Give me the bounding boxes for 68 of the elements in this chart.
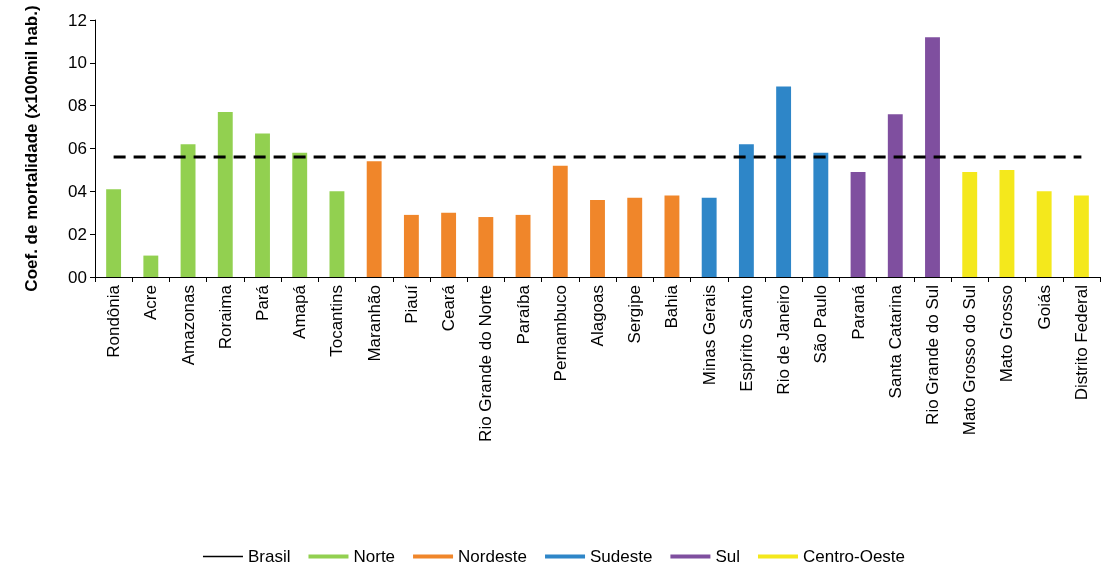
bar: [999, 169, 1015, 277]
bar: [887, 114, 903, 277]
x-tick-label: Minas Gerais: [699, 285, 719, 386]
x-tick-label: Amazonas: [178, 285, 198, 366]
bar: [255, 133, 270, 277]
bar: [590, 199, 605, 277]
x-tick-label: Maranhão: [364, 285, 384, 362]
y-tick-label: 06: [68, 139, 87, 158]
y-tick-label: 12: [68, 10, 87, 30]
x-tick-label: Pará: [253, 284, 272, 321]
bar: [180, 144, 196, 277]
x-tick-label: Distrito Federal: [1071, 285, 1091, 401]
bar: [627, 197, 643, 277]
x-tick-label: Goiás: [1034, 285, 1054, 330]
x-tick-label: Santa Catarina: [885, 284, 905, 399]
legend-label: Sudeste: [590, 547, 653, 566]
bar: [403, 214, 419, 277]
x-tick-label: Paraíba: [513, 284, 533, 345]
bar: [441, 212, 457, 277]
x-tick-label: Piauí: [401, 284, 421, 324]
x-tick-label: Bahia: [662, 284, 682, 329]
x-tick-label: Pernambuco: [550, 285, 570, 382]
x-tick-label: Mato Grosso do Sul: [960, 285, 980, 436]
bar: [552, 165, 568, 277]
bar: [217, 112, 233, 277]
x-tick-label: Sergipe: [625, 285, 645, 344]
x-tick-label: São Paulo: [811, 285, 831, 364]
x-tick-label: Amapá: [290, 284, 310, 339]
bar: [106, 189, 122, 277]
x-tick-label: Paraná: [848, 284, 868, 340]
bar: [850, 172, 866, 277]
x-tick-label: Acre: [141, 285, 161, 320]
x-tick-label: Rondônia: [104, 284, 124, 358]
x-tick-label: Mato Grosso: [997, 285, 1017, 383]
x-tick-label: Rio Grande do Sul: [923, 285, 942, 425]
x-tick-label: Ceará: [439, 284, 459, 332]
bar: [515, 214, 531, 277]
bar: [925, 37, 940, 277]
bar: [962, 172, 978, 277]
x-tick-label: Rio Grande do Norte: [476, 285, 496, 442]
bar: [1036, 191, 1052, 277]
y-tick-label: 00: [68, 267, 87, 287]
x-tick-label: Alagoas: [588, 285, 607, 347]
bar: [813, 152, 829, 277]
x-tick-label: Espírito Santo: [736, 285, 756, 392]
legend-label: Sul: [715, 547, 740, 566]
x-tick-label: Rio de Janeiro: [774, 285, 794, 395]
y-axis-title: Coef. de mortalidade (x100mil hab.): [22, 5, 41, 292]
y-tick-label: 02: [68, 224, 87, 244]
legend-label: Centro-Oeste: [802, 547, 906, 566]
bar: [366, 161, 382, 277]
legend-label: Norte: [353, 547, 396, 566]
bar: [329, 191, 345, 277]
y-tick-label: 04: [68, 181, 87, 201]
x-tick-label: Roraima: [215, 284, 235, 350]
y-tick-label: 08: [68, 96, 87, 116]
bar: [738, 144, 754, 277]
bar: [478, 217, 494, 277]
legend-label: Brasil: [247, 547, 291, 566]
legend-label: Nordeste: [458, 547, 528, 566]
bar: [292, 152, 308, 277]
y-tick-label: 10: [68, 53, 87, 73]
bar: [701, 197, 717, 277]
bar: [1073, 195, 1089, 277]
x-tick-label: Tocantins: [327, 285, 347, 357]
bar: [664, 195, 680, 277]
bar: [143, 255, 159, 277]
bar: [776, 86, 792, 277]
